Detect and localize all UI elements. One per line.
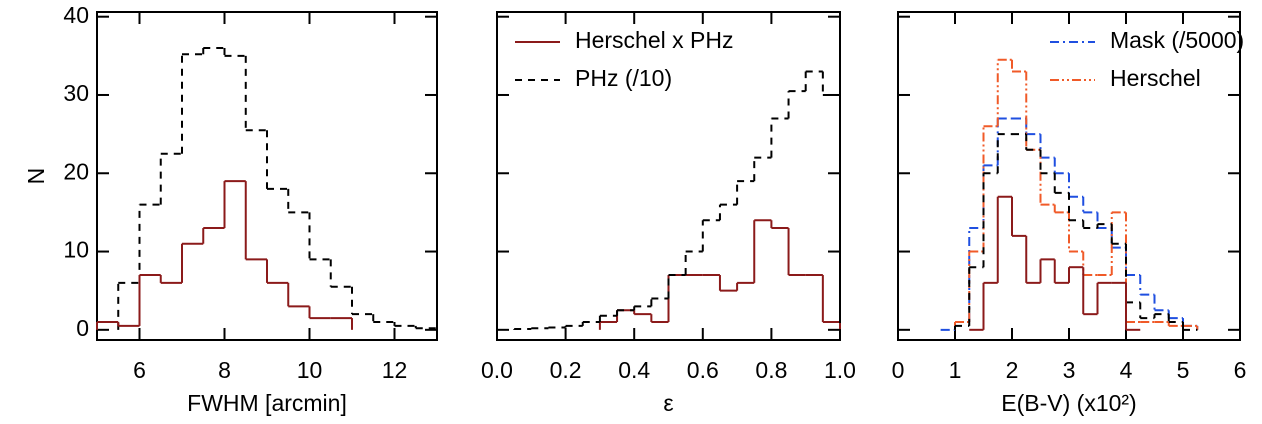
- y-axis-label: N: [23, 168, 49, 185]
- legend-label: Mask (/5000): [1110, 27, 1244, 53]
- x-tick-label: 2: [1006, 357, 1019, 383]
- legend-label: Herschel x PHz: [575, 27, 733, 53]
- x-tick-label: 0: [892, 357, 905, 383]
- y-tick-label: 10: [63, 237, 89, 263]
- x-tick-label: 0.6: [687, 357, 719, 383]
- y-tick-label: 20: [63, 158, 89, 184]
- x-tick-label: 12: [382, 357, 408, 383]
- x-axis-label: FWHM [arcmin]: [187, 390, 347, 416]
- x-tick-label: 10: [297, 357, 323, 383]
- x-tick-label: 8: [218, 357, 231, 383]
- x-tick-label: 6: [133, 357, 146, 383]
- y-tick-label: 30: [63, 80, 89, 106]
- x-tick-label: 3: [1063, 357, 1076, 383]
- x-tick-label: 0.2: [550, 357, 582, 383]
- x-axis-label: E(B-V) (x10²): [1001, 390, 1136, 416]
- x-tick-label: 0.0: [481, 357, 513, 383]
- legend-label: Herschel: [1110, 65, 1201, 91]
- x-tick-label: 1: [949, 357, 962, 383]
- x-tick-label: 1.0: [824, 357, 856, 383]
- x-tick-label: 5: [1177, 357, 1190, 383]
- y-tick-label: 0: [76, 315, 89, 341]
- x-tick-label: 6: [1234, 357, 1247, 383]
- y-tick-label: 40: [63, 2, 89, 28]
- x-tick-label: 4: [1120, 357, 1133, 383]
- legend-label: PHz (/10): [575, 65, 672, 91]
- x-tick-label: 0.4: [618, 357, 650, 383]
- x-tick-label: 0.8: [755, 357, 787, 383]
- plot-frame: [96, 11, 438, 341]
- x-axis-label: ε: [663, 390, 673, 416]
